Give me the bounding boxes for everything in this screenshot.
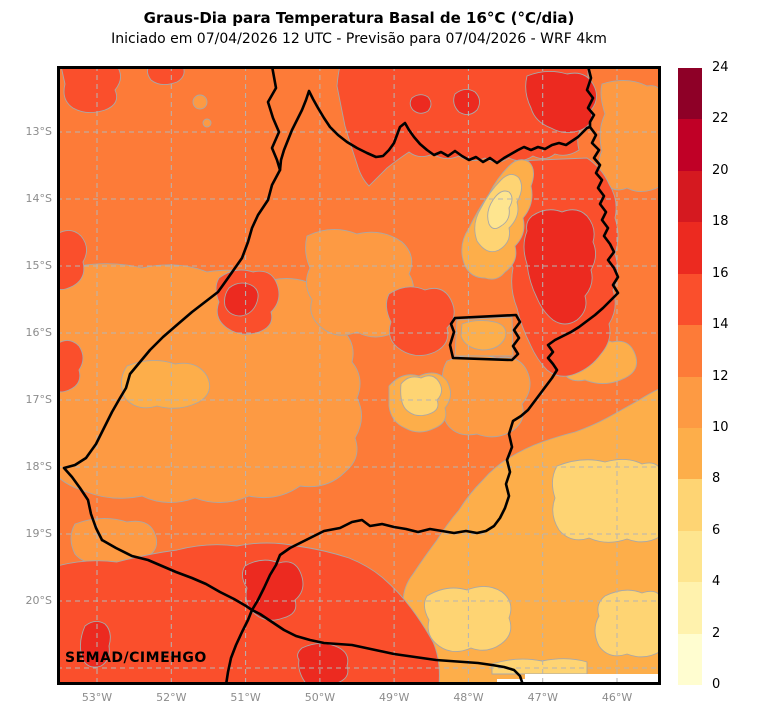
x-tick-label: 50°W — [304, 691, 336, 704]
colorbar-segment — [678, 633, 702, 686]
x-tick-label: 52°W — [156, 691, 187, 704]
colorbar-tick-label: 2 — [712, 625, 721, 641]
y-tick-label: 16°S — [25, 326, 52, 339]
colorbar-segment — [678, 68, 702, 120]
weather-contour-map — [56, 64, 662, 687]
colorbar-segment — [678, 170, 702, 223]
y-tick-label: 13°S — [25, 125, 52, 138]
colorbar-tick-label: 22 — [712, 111, 729, 127]
colorbar-tick-label: 18 — [712, 214, 729, 230]
agency-watermark: SEMAD/CIMEHGO — [65, 650, 207, 666]
colorbar-tick-label: 0 — [712, 677, 721, 692]
y-tick-label: 18°S — [25, 460, 52, 473]
x-tick-label: 46°W — [601, 691, 633, 704]
colorbar-segment — [678, 582, 702, 634]
colorbar-tick-label: 6 — [712, 522, 721, 538]
x-tick-label: 51°W — [230, 691, 261, 704]
colorbar-tick-label: 24 — [712, 60, 729, 75]
colorbar — [678, 68, 702, 686]
colorbar-segment — [678, 273, 702, 326]
colorbar-segment — [678, 427, 702, 480]
colorbar-segment — [678, 222, 702, 274]
y-tick-label: 15°S — [25, 259, 52, 272]
colorbar-tick-label: 8 — [712, 471, 721, 487]
x-tick-label: 53°W — [81, 691, 113, 704]
x-tick-label: 48°W — [453, 691, 484, 704]
colorbar-tick-label: 14 — [712, 317, 729, 333]
colorbar-tick-label: 16 — [712, 265, 729, 281]
map-canvas — [56, 64, 662, 687]
distrito-federal-outline — [448, 313, 522, 362]
y-tick-label: 17°S — [25, 393, 52, 406]
colorbar-segment — [678, 530, 702, 583]
y-tick-label: 19°S — [25, 527, 52, 540]
x-tick-label: 47°W — [527, 691, 558, 704]
colorbar-segment — [678, 479, 702, 531]
map-frame — [57, 66, 661, 685]
colorbar-segment — [678, 325, 702, 377]
colorbar-tick-label: 20 — [712, 162, 729, 178]
colorbar-tick-label: 12 — [712, 368, 729, 384]
state-borders — [62, 64, 620, 687]
y-tick-label: 14°S — [25, 192, 52, 205]
page-subtitle: Iniciado em 07/04/2026 12 UTC - Previsão… — [111, 31, 607, 47]
y-tick-label: 20°S — [25, 594, 52, 607]
colorbar-tick-label: 4 — [712, 574, 721, 590]
x-tick-label: 49°W — [379, 691, 410, 704]
colorbar-segment — [678, 376, 702, 428]
colorbar-tick-label: 10 — [712, 419, 729, 435]
page-title: Graus-Dia para Temperatura Basal de 16°C… — [143, 9, 575, 27]
colorbar-segment — [678, 119, 702, 171]
graticule-gridlines — [57, 66, 661, 685]
